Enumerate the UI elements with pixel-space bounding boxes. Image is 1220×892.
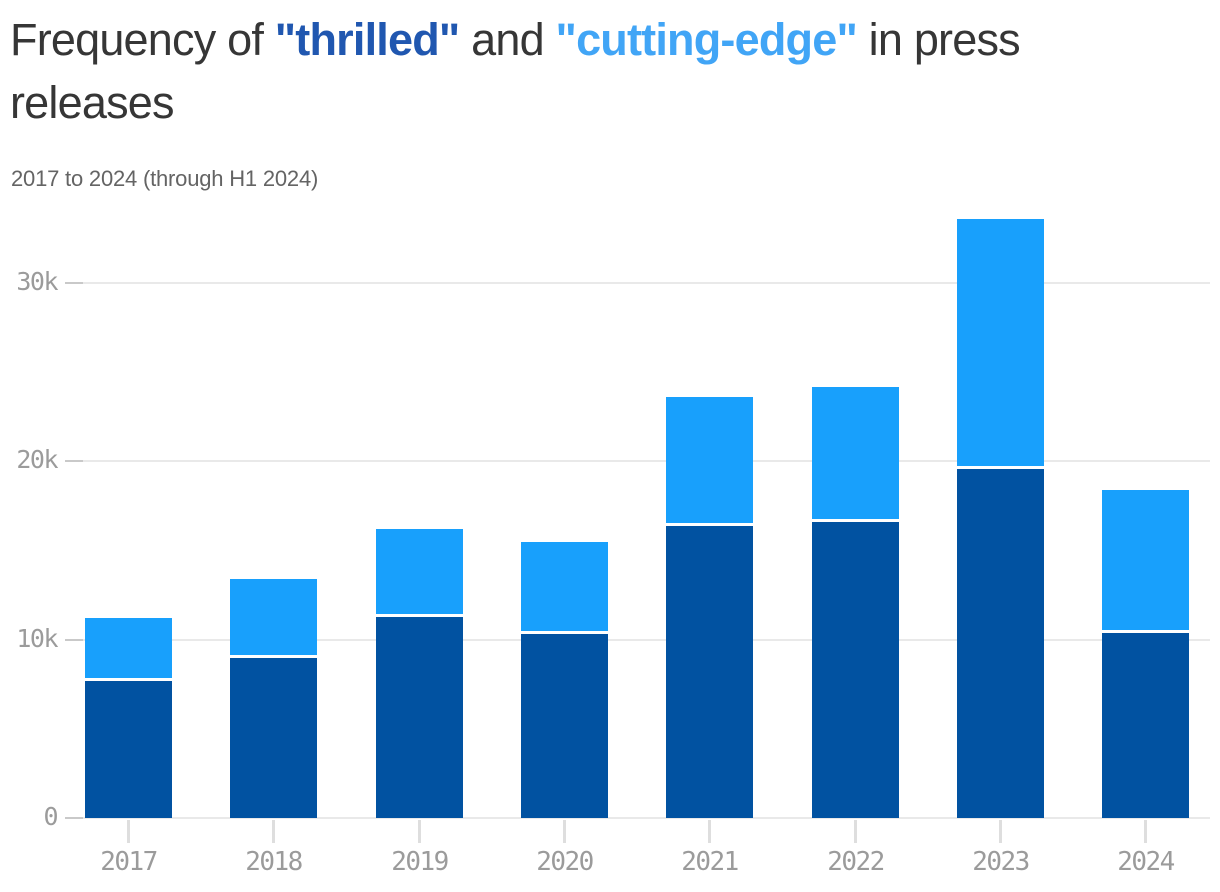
bar-2024-cutting-edge-segment	[1102, 489, 1189, 633]
bar-2020-thrilled-segment	[521, 634, 608, 818]
x-axis-label-2020: 2020	[536, 847, 594, 877]
bar-2020-cutting-edge-segment	[521, 541, 608, 635]
y-axis-tick-30k	[65, 282, 83, 284]
bar-2021-thrilled-segment	[666, 525, 753, 818]
y-axis-label-30k: 30k	[16, 267, 58, 296]
chart-title: Frequency of "thrilled" and "cutting-edg…	[10, 8, 1215, 134]
x-axis-label-2019: 2019	[391, 847, 449, 877]
x-axis-tick-2020	[563, 820, 566, 843]
x-axis-label-2024: 2024	[1117, 847, 1175, 877]
x-axis-label-2017: 2017	[100, 847, 158, 877]
bar-2018-cutting-edge-segment	[230, 579, 317, 658]
y-axis-label-0: 0	[43, 802, 58, 831]
bar-2017-cutting-edge-segment	[85, 618, 172, 681]
bar-2018-thrilled-segment	[230, 657, 317, 818]
x-axis-tick-2018	[272, 820, 275, 843]
gridline-30k	[83, 282, 1210, 284]
gridline-20k	[83, 460, 1210, 462]
y-axis-tick-0	[65, 817, 83, 819]
title-text-middle: and	[459, 14, 556, 65]
y-axis-tick-20k	[65, 460, 83, 462]
x-axis-label-2023: 2023	[972, 847, 1030, 877]
x-axis-tick-2023	[999, 820, 1002, 843]
x-axis-label-2022: 2022	[827, 847, 885, 877]
x-axis-label-2021: 2021	[681, 847, 739, 877]
x-axis-tick-2022	[854, 820, 857, 843]
bar-2022-thrilled-segment	[812, 522, 899, 818]
bar-2021-cutting-edge-segment	[666, 397, 753, 526]
bar-2023-cutting-edge-segment	[957, 218, 1044, 469]
y-axis-tick-10k	[65, 639, 83, 641]
title-text-line2: releases	[10, 77, 175, 128]
gridline-0	[83, 817, 1210, 819]
x-axis-tick-2019	[418, 820, 421, 843]
bar-2022-cutting-edge-segment	[812, 386, 899, 522]
bar-2024-thrilled-segment	[1102, 632, 1189, 818]
y-axis-label-10k: 10k	[16, 624, 58, 653]
chart-subtitle: 2017 to 2024 (through H1 2024)	[11, 166, 319, 191]
title-term-thrilled: "thrilled"	[274, 14, 460, 65]
bar-2019-cutting-edge-segment	[376, 529, 463, 617]
x-axis-tick-2024	[1144, 820, 1147, 843]
bar-2019-thrilled-segment	[376, 616, 463, 818]
bar-2017-thrilled-segment	[85, 680, 172, 818]
title-text-suffix: in press	[856, 14, 1021, 65]
x-axis-tick-2017	[127, 820, 130, 843]
bar-2023-thrilled-segment	[957, 468, 1044, 818]
y-axis-label-20k: 20k	[16, 445, 58, 474]
gridline-10k	[83, 639, 1210, 641]
x-axis-tick-2021	[708, 820, 711, 843]
title-text-prefix: Frequency of	[10, 14, 275, 65]
title-term-cutting-edge: "cutting-edge"	[555, 14, 858, 65]
x-axis-label-2018: 2018	[245, 847, 303, 877]
